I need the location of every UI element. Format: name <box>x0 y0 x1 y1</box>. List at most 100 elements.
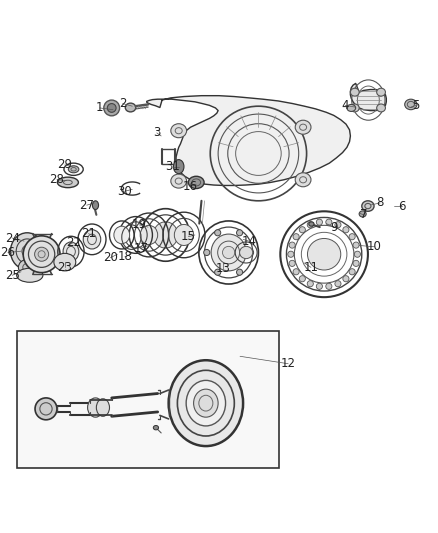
Text: 15: 15 <box>181 230 196 243</box>
Ellipse shape <box>92 201 99 209</box>
Ellipse shape <box>104 100 120 116</box>
Polygon shape <box>350 84 386 110</box>
Ellipse shape <box>343 227 349 233</box>
Ellipse shape <box>17 268 43 282</box>
Ellipse shape <box>125 103 136 112</box>
Ellipse shape <box>173 159 184 174</box>
Text: 8: 8 <box>377 197 384 209</box>
Text: 25: 25 <box>5 269 20 282</box>
Ellipse shape <box>63 242 79 261</box>
Text: 20: 20 <box>103 251 118 264</box>
Ellipse shape <box>316 283 322 289</box>
Bar <box>17 332 279 468</box>
Ellipse shape <box>223 246 235 259</box>
Text: 11: 11 <box>304 261 318 274</box>
Text: 31: 31 <box>166 160 180 173</box>
Ellipse shape <box>293 233 299 240</box>
Ellipse shape <box>11 233 44 270</box>
Ellipse shape <box>23 236 60 273</box>
Ellipse shape <box>326 283 332 289</box>
Text: 10: 10 <box>367 240 382 253</box>
Text: 14: 14 <box>241 235 256 248</box>
Text: 13: 13 <box>216 262 231 275</box>
Ellipse shape <box>299 227 305 233</box>
Ellipse shape <box>107 103 116 112</box>
Ellipse shape <box>68 166 79 173</box>
Text: 7: 7 <box>360 208 367 221</box>
Ellipse shape <box>316 219 322 225</box>
Ellipse shape <box>114 226 130 244</box>
Text: 26: 26 <box>0 246 15 259</box>
Ellipse shape <box>153 222 178 248</box>
Ellipse shape <box>153 425 159 430</box>
Ellipse shape <box>240 246 253 259</box>
Ellipse shape <box>237 269 243 275</box>
Text: 19: 19 <box>132 219 147 231</box>
Ellipse shape <box>18 260 36 275</box>
Text: 9: 9 <box>330 221 338 233</box>
Ellipse shape <box>353 242 359 248</box>
Ellipse shape <box>293 269 299 275</box>
Polygon shape <box>147 96 350 185</box>
Text: 4: 4 <box>341 99 349 112</box>
Ellipse shape <box>377 104 385 112</box>
Text: 2: 2 <box>119 97 127 110</box>
Ellipse shape <box>35 247 49 261</box>
Ellipse shape <box>288 251 294 257</box>
Ellipse shape <box>57 177 78 188</box>
Ellipse shape <box>22 246 32 257</box>
Ellipse shape <box>211 234 246 271</box>
Ellipse shape <box>359 211 366 217</box>
Ellipse shape <box>174 224 194 246</box>
Text: 27: 27 <box>79 199 94 212</box>
Ellipse shape <box>215 269 221 275</box>
Ellipse shape <box>96 399 110 416</box>
Ellipse shape <box>35 398 57 420</box>
Text: 23: 23 <box>57 261 72 274</box>
Ellipse shape <box>83 230 101 249</box>
Ellipse shape <box>362 201 374 211</box>
Ellipse shape <box>377 88 385 96</box>
Ellipse shape <box>307 238 341 270</box>
Text: 3: 3 <box>153 126 160 140</box>
Ellipse shape <box>335 281 341 287</box>
Ellipse shape <box>171 174 187 188</box>
Ellipse shape <box>247 249 254 255</box>
Ellipse shape <box>343 276 349 282</box>
Ellipse shape <box>237 230 243 236</box>
Ellipse shape <box>326 219 332 225</box>
Ellipse shape <box>186 381 226 426</box>
Ellipse shape <box>289 260 295 266</box>
Ellipse shape <box>309 222 314 226</box>
Ellipse shape <box>354 251 360 257</box>
Ellipse shape <box>140 225 158 245</box>
Ellipse shape <box>347 104 356 111</box>
Ellipse shape <box>188 176 204 189</box>
Ellipse shape <box>88 398 103 417</box>
Text: 29: 29 <box>57 158 72 172</box>
Ellipse shape <box>350 88 359 96</box>
Text: 5: 5 <box>413 99 420 112</box>
Ellipse shape <box>349 233 355 240</box>
Text: 17: 17 <box>134 241 148 255</box>
Text: 16: 16 <box>183 180 198 193</box>
Text: 24: 24 <box>5 231 20 245</box>
Ellipse shape <box>307 281 313 287</box>
Text: 18: 18 <box>117 251 132 263</box>
Ellipse shape <box>335 222 341 228</box>
Text: 6: 6 <box>398 199 406 213</box>
Text: 22: 22 <box>66 236 81 249</box>
Ellipse shape <box>353 260 359 266</box>
Text: 30: 30 <box>117 184 132 198</box>
Ellipse shape <box>307 222 313 228</box>
Ellipse shape <box>215 230 221 236</box>
Text: 12: 12 <box>281 357 296 370</box>
Ellipse shape <box>299 276 305 282</box>
Ellipse shape <box>349 269 355 275</box>
Ellipse shape <box>169 360 243 446</box>
Ellipse shape <box>295 120 311 134</box>
Ellipse shape <box>405 99 417 110</box>
Ellipse shape <box>54 253 76 271</box>
Ellipse shape <box>204 249 210 255</box>
Ellipse shape <box>171 124 187 138</box>
